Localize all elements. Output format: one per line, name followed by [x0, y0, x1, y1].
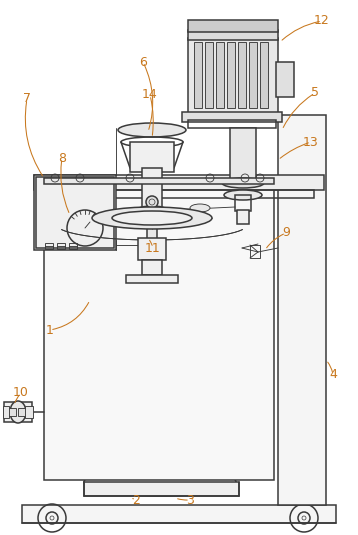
- Text: 4: 4: [329, 369, 337, 381]
- Bar: [57, 243, 65, 249]
- Text: 5: 5: [311, 87, 319, 100]
- Bar: [8, 408, 16, 416]
- Bar: [188, 20, 278, 32]
- Bar: [237, 210, 249, 224]
- Text: 11: 11: [145, 241, 161, 255]
- Ellipse shape: [224, 190, 262, 200]
- Ellipse shape: [112, 211, 192, 225]
- Bar: [4, 402, 32, 422]
- Ellipse shape: [118, 123, 186, 137]
- Text: 9: 9: [282, 226, 290, 240]
- Ellipse shape: [84, 468, 236, 496]
- Bar: [34, 175, 116, 250]
- Ellipse shape: [222, 178, 264, 188]
- Bar: [227, 42, 235, 108]
- Bar: [147, 210, 157, 240]
- Bar: [249, 42, 257, 108]
- Bar: [188, 38, 278, 113]
- Bar: [45, 243, 53, 249]
- Bar: [18, 408, 26, 416]
- Bar: [138, 238, 166, 260]
- Text: 6: 6: [139, 56, 147, 68]
- Bar: [260, 42, 268, 108]
- Text: 2: 2: [132, 493, 140, 507]
- Bar: [34, 175, 324, 190]
- Bar: [142, 168, 162, 210]
- Bar: [276, 62, 294, 97]
- Bar: [235, 195, 251, 211]
- Text: 14: 14: [142, 88, 158, 102]
- Bar: [142, 260, 162, 275]
- Bar: [44, 178, 274, 184]
- Ellipse shape: [92, 207, 212, 229]
- Text: 1: 1: [46, 324, 54, 337]
- Text: 13: 13: [303, 135, 319, 149]
- Bar: [250, 245, 260, 258]
- Bar: [188, 30, 278, 40]
- Bar: [230, 128, 256, 183]
- Bar: [194, 42, 202, 108]
- Text: 7: 7: [23, 93, 31, 105]
- Bar: [84, 482, 239, 496]
- Text: 8: 8: [58, 151, 66, 164]
- Bar: [36, 177, 114, 248]
- Bar: [25, 406, 33, 418]
- Bar: [182, 112, 282, 122]
- Bar: [238, 42, 246, 108]
- Text: 10: 10: [13, 386, 29, 400]
- Bar: [188, 120, 276, 128]
- Bar: [130, 142, 174, 172]
- Bar: [126, 275, 178, 283]
- Ellipse shape: [10, 401, 26, 423]
- Bar: [44, 190, 314, 198]
- Bar: [278, 115, 326, 505]
- Bar: [22, 505, 336, 523]
- Text: 3: 3: [186, 493, 194, 507]
- Bar: [44, 180, 274, 480]
- Ellipse shape: [190, 204, 210, 212]
- Bar: [216, 42, 224, 108]
- Bar: [69, 243, 77, 249]
- Text: 12: 12: [314, 14, 330, 27]
- Bar: [3, 406, 9, 418]
- Bar: [205, 42, 213, 108]
- Circle shape: [146, 196, 158, 208]
